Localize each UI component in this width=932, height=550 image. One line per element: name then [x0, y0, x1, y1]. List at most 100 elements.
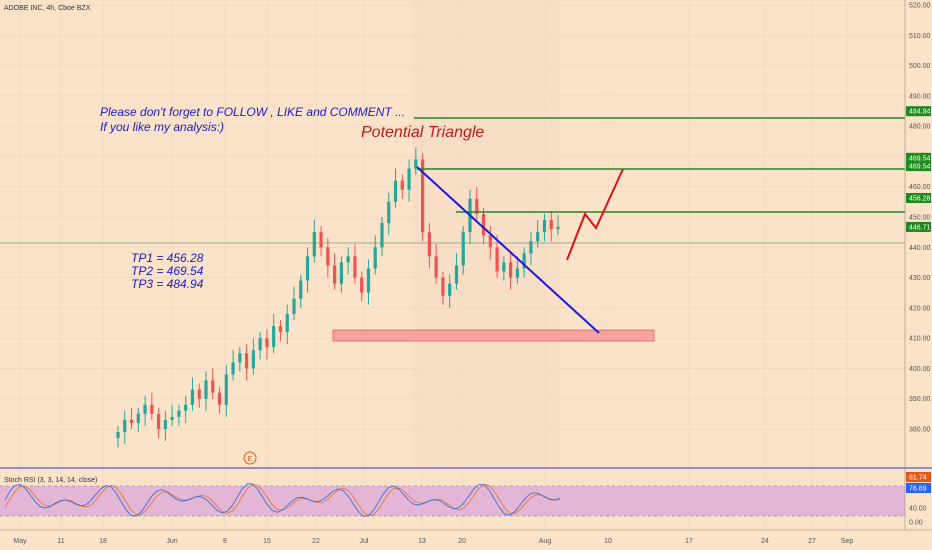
price-badge-label: 484.94: [909, 109, 931, 116]
candle-body: [461, 232, 465, 266]
pattern-title: Potential Triangle: [361, 124, 484, 141]
time-tick-label: 27: [808, 538, 816, 545]
candle-body: [245, 353, 249, 369]
candle-body: [522, 253, 526, 269]
candle-body: [346, 256, 350, 263]
time-axis[interactable]: May 11 18 Jun 8 15 22 Jul 13 20 Aug 10 17 24 27 Sep: [13, 538, 853, 545]
rsi-badge-label: 81.74: [909, 475, 927, 482]
candle-body: [305, 256, 310, 281]
candle-body: [285, 313, 289, 333]
candle-body: [366, 268, 371, 293]
symbol-title: ADOBE INC, 4h, Cboe BZX: [4, 5, 91, 12]
candle-body: [123, 419, 127, 433]
price-badge-label: 469.54: [909, 155, 931, 162]
time-tick-label: Jun: [166, 538, 177, 545]
time-tick-label: 11: [57, 538, 64, 545]
projection-path[interactable]: [566, 168, 624, 261]
candle-body: [353, 256, 357, 278]
earnings-marker[interactable]: [243, 451, 257, 465]
candle-body: [373, 247, 377, 269]
candle-body: [454, 265, 459, 284]
candle-body: [400, 180, 404, 190]
rsi-tick-label: 0.00: [909, 520, 923, 527]
rsi-title: Stoch RSI (3, 3, 14, 14, close): [4, 477, 97, 484]
price-tick-label: 450.00: [909, 215, 931, 222]
descending-trendline[interactable]: [416, 166, 600, 334]
candle-body: [217, 392, 222, 405]
rsi-band: [0, 486, 905, 516]
rsi-badge: [906, 483, 931, 493]
price-tick-label: 410.00: [909, 336, 931, 343]
price-tick-label: 440.00: [909, 245, 931, 252]
candle-body: [170, 416, 174, 420]
note-line2: If you like my analysis:): [100, 120, 224, 134]
candle-body: [177, 410, 181, 417]
candle-body: [441, 277, 445, 296]
price-tick-label: 490.00: [909, 93, 931, 100]
support-zone[interactable]: [332, 329, 655, 342]
time-tick-label: 13: [418, 538, 426, 545]
price-badge-label: 456.28: [909, 195, 931, 202]
candle-body: [211, 380, 215, 393]
candle-body: [556, 226, 560, 230]
candle-body: [157, 413, 161, 429]
price-badge: [906, 192, 931, 203]
candle-body: [360, 277, 364, 293]
candle-body: [136, 413, 140, 423]
grid-lines: [0, 0, 905, 530]
candle-body: [197, 389, 201, 399]
time-tick-label: 15: [263, 538, 271, 545]
time-tick-label: 8: [223, 538, 227, 545]
candle-body: [502, 262, 506, 272]
candle-body: [258, 338, 262, 351]
price-badge: [906, 106, 931, 117]
price-badge-label: 446.71: [909, 224, 931, 231]
candle-body: [312, 232, 316, 257]
tp2-text: TP2 = 469.54: [131, 264, 204, 278]
rsi-badge-label: 76.89: [909, 486, 927, 493]
candle-body: [475, 198, 479, 214]
candle-body: [265, 338, 269, 348]
time-tick-label: Sep: [841, 538, 854, 545]
candle-body: [387, 201, 391, 224]
price-tick-label: 420.00: [909, 305, 931, 312]
time-tick-label: 17: [685, 538, 693, 545]
price-tick-label: 520.00: [909, 3, 931, 10]
candle-body: [231, 362, 235, 375]
candle-body: [238, 353, 242, 363]
time-tick-label: 24: [761, 538, 769, 545]
time-tick-label: Jul: [360, 538, 369, 545]
candle-body: [339, 262, 343, 284]
note-line1: Please don't forget to FOLLOW , LIKE and…: [100, 105, 405, 119]
candle-body: [448, 283, 452, 296]
candle-body: [224, 374, 228, 405]
candle-body: [515, 268, 519, 278]
candle-body: [529, 241, 533, 254]
candle-body: [414, 159, 418, 169]
candle-body: [292, 298, 296, 314]
price-tick-label: 400.00: [909, 366, 931, 373]
earnings-marker-label: E: [248, 456, 253, 463]
price-tick-label: 510.00: [909, 33, 931, 40]
stoch-rsi-lines: [4, 483, 561, 517]
candle-body: [509, 262, 513, 278]
price-axis-background: [905, 0, 932, 550]
price-tick-label: 460.00: [909, 184, 931, 191]
price-badge: [906, 221, 931, 232]
highlighted-period: [412, 0, 560, 468]
stoch-k-line: [4, 483, 561, 517]
price-tick-label: 390.00: [909, 396, 931, 403]
price-badge: [906, 152, 931, 163]
candle-body: [542, 220, 547, 233]
price-badge: [906, 161, 931, 172]
price-axis[interactable]: 520.00510.00500.00490.00480.00470.00460.…: [909, 3, 931, 434]
candle-body: [481, 213, 486, 236]
candle-body: [427, 232, 431, 257]
candle-body: [333, 265, 337, 284]
price-tick-label: 480.00: [909, 124, 931, 131]
candlesticks: [116, 147, 560, 448]
time-tick-label: 20: [458, 538, 466, 545]
candle-body: [204, 380, 208, 399]
candle-body: [150, 404, 154, 414]
